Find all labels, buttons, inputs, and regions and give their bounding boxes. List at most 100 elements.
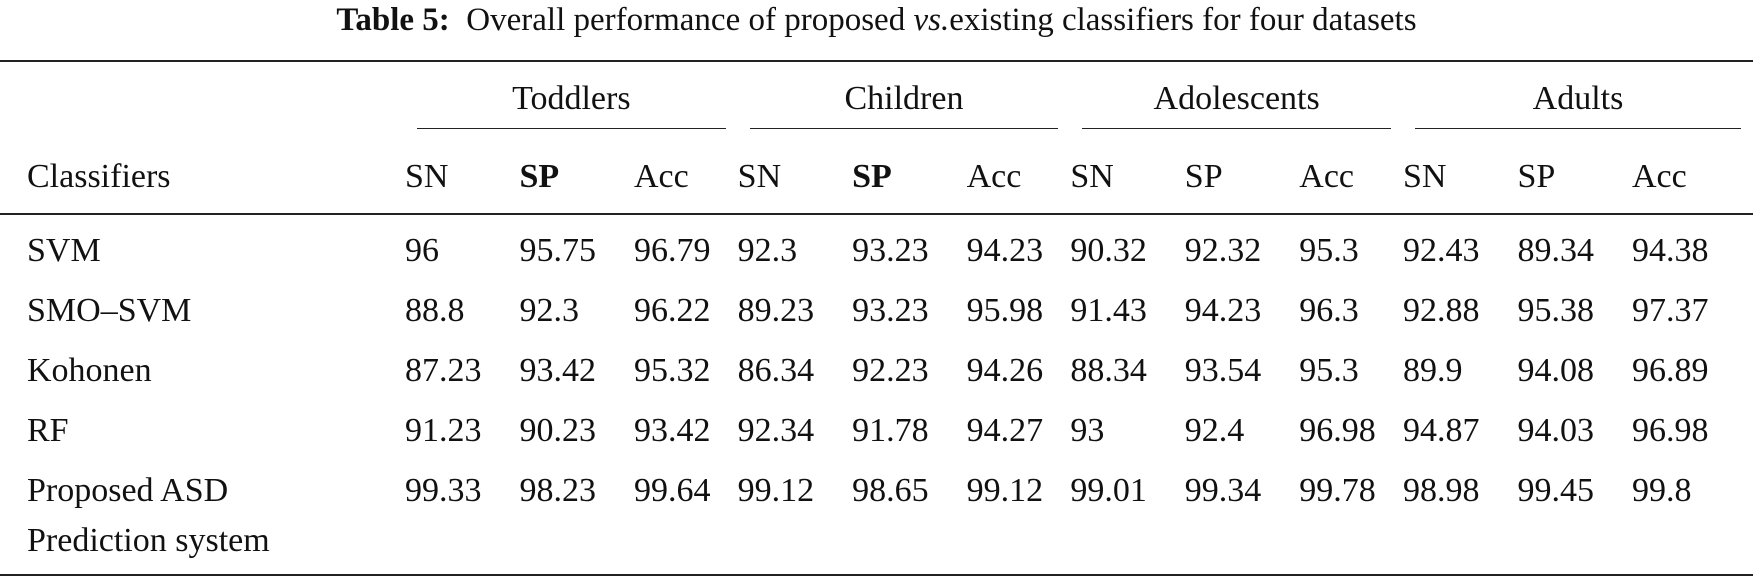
classifier-name-cell: SMO–SVM <box>0 281 405 341</box>
metric-value-cell: 92.3 <box>737 232 798 269</box>
metric-value-cell: 89.23 <box>737 292 815 329</box>
metric-value-cell: 90.32 <box>1070 232 1147 269</box>
metric-value-cell: 86.34 <box>737 352 815 389</box>
metric-value-cell: 96.98 <box>1631 412 1709 449</box>
metric-header-sp: SP <box>1184 141 1300 215</box>
metric-value-cell: 99.01 <box>1070 472 1147 509</box>
metric-value-cell: 99.8 <box>1631 472 1692 509</box>
metric-value-cell: 99.34 <box>1184 472 1262 509</box>
metric-header-sn: SN <box>1402 141 1518 215</box>
metric-value-cell: 95.3 <box>1299 352 1359 389</box>
metric-value-cell: 92.43 <box>1402 232 1480 269</box>
metric-value-cell: 95.3 <box>1299 232 1359 269</box>
metric-header-sn: SN <box>405 141 520 215</box>
metric-value-cell: 88.34 <box>1070 352 1147 389</box>
table-row: SMO–SVM 88.8 92.3 96.22 89.23 93.23 95.98 91.43… <box>0 281 1753 341</box>
metric-value-cell: 99.12 <box>737 472 815 509</box>
table-row: Kohonen 87.23 93.42 95.32 86.34 92.23 94.26 88.… <box>0 341 1753 401</box>
metric-value-cell: 89.9 <box>1402 352 1463 389</box>
metric-header-sn: SN <box>1070 141 1185 215</box>
metric-header-row: Classifiers SN SP Acc SN SP Acc SN SP Ac… <box>0 141 1753 215</box>
empty-corner-cell <box>0 61 405 141</box>
metric-value-cell: 92.88 <box>1402 292 1480 329</box>
metric-value-cell: 96.3 <box>1299 292 1359 329</box>
metric-value-cell: 95.98 <box>966 292 1044 329</box>
metric-value-cell: 96.79 <box>633 232 711 269</box>
metric-value-cell: 92.4 <box>1184 412 1245 449</box>
classifiers-column-header: Classifiers <box>0 141 406 215</box>
metric-value-cell: 93.54 <box>1184 352 1262 389</box>
classifier-name-line: Kohonen <box>27 352 152 389</box>
metric-value-cell: 92.3 <box>519 292 580 329</box>
caption-label: Table 5: <box>336 2 450 38</box>
metric-value-cell: 94.26 <box>966 352 1044 389</box>
metric-value-cell: 96.22 <box>633 292 711 329</box>
metric-value-cell: 96 <box>405 232 440 269</box>
metric-value-cell: 92.32 <box>1184 232 1262 269</box>
classifier-name-line: Proposed ASD <box>27 472 229 509</box>
metric-value-cell: 92.34 <box>737 412 815 449</box>
metric-value-cell: 95.38 <box>1517 292 1594 329</box>
group-header-adults: Adults <box>1403 61 1753 141</box>
metric-value-cell: 94.38 <box>1631 232 1709 269</box>
classifier-name-line: RF <box>27 412 69 449</box>
classifier-name-cell: Kohonen <box>0 341 405 401</box>
metric-value-cell: 91.23 <box>405 412 482 449</box>
metric-value-cell: 92.23 <box>852 352 929 389</box>
table-body: SVM 96 95.75 96.79 92.3 93.23 94.23 90.32 92.32 9… <box>0 214 1753 575</box>
classifier-name-line: SVM <box>27 232 101 269</box>
metric-value-cell: 94.87 <box>1402 412 1480 449</box>
classifier-name-line: Prediction system <box>27 522 270 559</box>
metric-header-sp: SP <box>1517 141 1632 215</box>
metric-value-cell: 88.8 <box>405 292 465 329</box>
metric-value-cell: 96.89 <box>1631 352 1709 389</box>
classifier-name-cell: Proposed ASD Prediction system <box>0 461 405 575</box>
metric-value-cell: 89.34 <box>1517 232 1594 269</box>
metric-value-cell: 93.23 <box>852 232 929 269</box>
table-row: SVM 96 95.75 96.79 92.3 93.23 94.23 90.32 92.32 9… <box>0 214 1753 281</box>
group-header-toddlers: Toddlers <box>405 61 738 141</box>
caption-text-end: existing classifiers for four datasets <box>949 2 1417 38</box>
metric-value-cell: 93.23 <box>852 292 929 329</box>
metric-value-cell: 94.03 <box>1517 412 1594 449</box>
metric-value-cell: 91.78 <box>852 412 929 449</box>
classifier-name-cell: SVM <box>0 214 405 281</box>
metric-value-cell: 93.42 <box>519 352 597 389</box>
metric-value-cell: 99.64 <box>633 472 711 509</box>
metric-value-cell: 94.27 <box>966 412 1044 449</box>
metric-value-cell: 97.37 <box>1631 292 1709 329</box>
caption-italic-vs: vs. <box>913 2 950 38</box>
group-header-row: Toddlers Children Adolescents Adults <box>0 61 1753 141</box>
metric-value-cell: 99.12 <box>966 472 1044 509</box>
metric-value-cell: 93.42 <box>633 412 711 449</box>
classifier-name-line: SMO–SVM <box>27 292 192 329</box>
metric-value-cell: 98.65 <box>852 472 929 509</box>
caption-text-start: Overall performance of proposed <box>466 2 914 38</box>
metric-value-cell: 94.08 <box>1517 352 1594 389</box>
metric-value-cell: 95.32 <box>633 352 711 389</box>
metric-header-acc: Acc <box>966 141 1071 215</box>
metric-header-sp: SP <box>519 141 634 215</box>
table-caption: Table 5: Overall performance of proposed… <box>0 0 1753 40</box>
metric-header-sn: SN <box>737 141 853 215</box>
metric-header-sp: SP <box>852 141 967 215</box>
table-row: Proposed ASD Prediction system 99.33 98.23 9… <box>0 461 1753 575</box>
metric-value-cell: 99.33 <box>405 472 482 509</box>
group-header-children: Children <box>738 61 1071 141</box>
metric-header-acc: Acc <box>1299 141 1403 215</box>
metric-value-cell: 94.23 <box>966 232 1044 269</box>
classifier-name-cell: RF <box>0 401 405 461</box>
group-header-adolescents: Adolescents <box>1070 61 1403 141</box>
metric-value-cell: 90.23 <box>519 412 597 449</box>
table-row: RF 91.23 90.23 93.42 92.34 91.78 94.27 93 92.4 96… <box>0 401 1753 461</box>
metric-value-cell: 99.45 <box>1517 472 1594 509</box>
metric-value-cell: 93 <box>1070 412 1105 449</box>
metric-value-cell: 98.23 <box>519 472 597 509</box>
metric-header-acc: Acc <box>633 141 738 215</box>
performance-table: Toddlers Children Adolescents Adults Cla… <box>0 60 1753 576</box>
metric-value-cell: 94.23 <box>1184 292 1262 329</box>
metric-value-cell: 98.98 <box>1402 472 1480 509</box>
metric-value-cell: 91.43 <box>1070 292 1147 329</box>
metric-value-cell: 99.78 <box>1299 472 1376 509</box>
metric-header-acc: Acc <box>1631 141 1753 215</box>
